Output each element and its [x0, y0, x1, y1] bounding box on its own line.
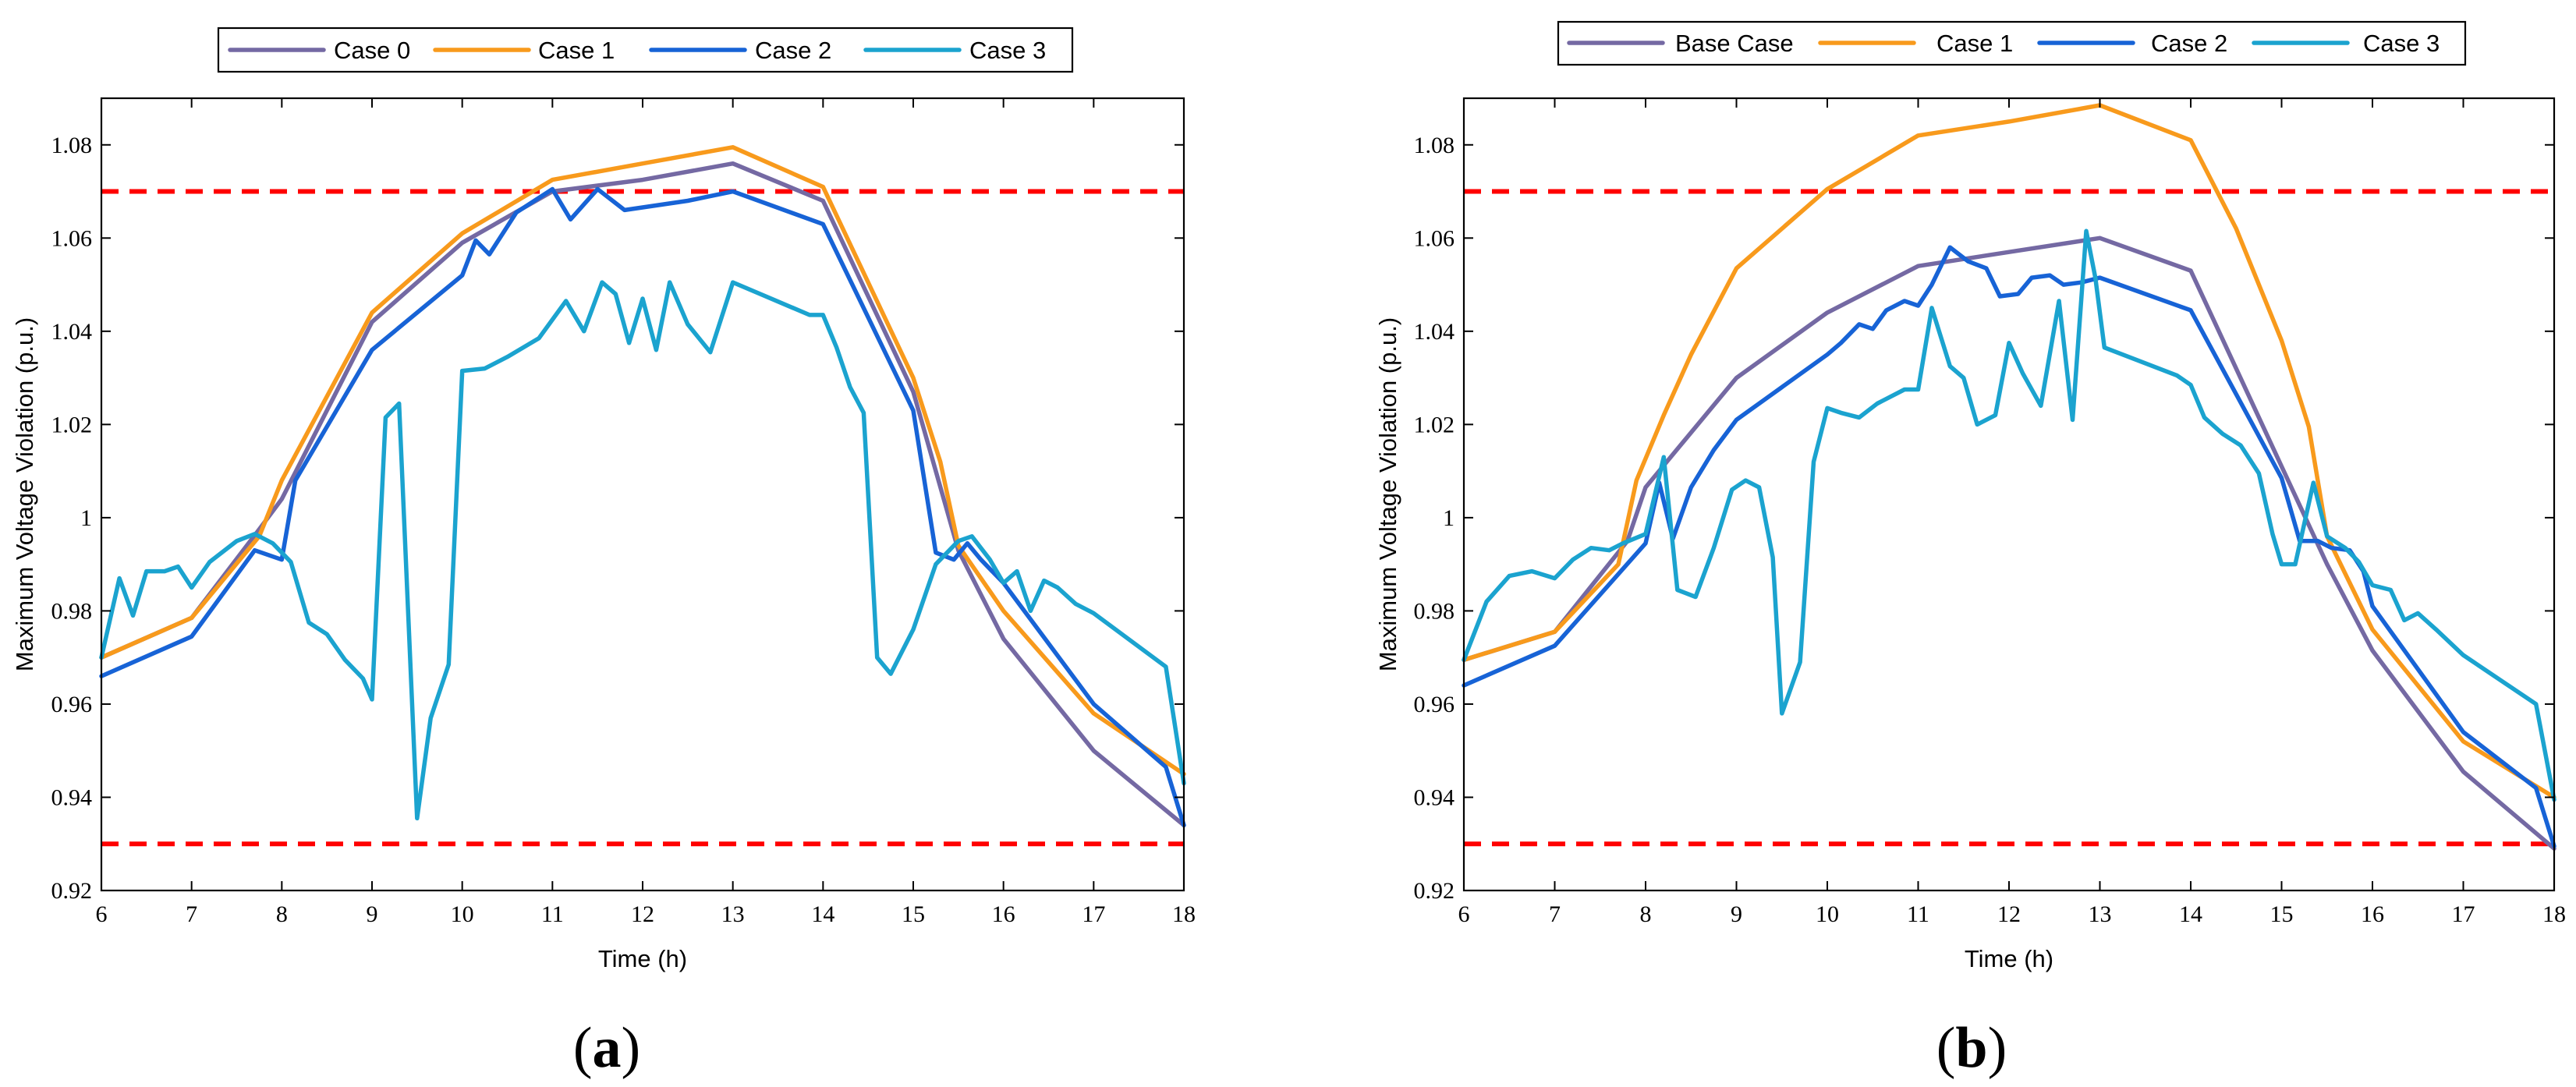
legend-label-case-1-b: Case 1 [1936, 30, 2013, 57]
y-tick-label: 1 [80, 505, 92, 531]
y-tick-label: 0.98 [1414, 598, 1455, 624]
chart-panel-a: 6 7 8 9 10 11 12 13 14 15 16 17 18 0.92 0.94 0.96 0.98 1 1… [11, 27, 1196, 1080]
x-tick-label: 13 [721, 901, 745, 927]
axes-box-a [100, 97, 1185, 892]
x-tick-label: 6 [96, 901, 108, 927]
x-tick-label: 15 [902, 901, 925, 927]
y-tick-label: 0.94 [51, 784, 93, 810]
ticks-a: 6 7 8 9 10 11 12 13 14 15 16 17 18 0.92 0.94 0.96 0.98 1 1… [51, 98, 1196, 927]
x-tick-label: 6 [1458, 901, 1470, 927]
x-tick-label: 10 [451, 901, 474, 927]
legend-label-case-3-b: Case 3 [2363, 30, 2440, 57]
y-tick-label: 1.08 [51, 133, 93, 158]
plot-area-a [99, 145, 1186, 847]
x-tick-label: 11 [541, 901, 564, 927]
x-tick-label: 11 [1907, 901, 1929, 927]
plot-area-b [1462, 103, 2557, 851]
series-line-case-1 [99, 145, 1186, 777]
ticks-b: 6 7 8 9 10 11 12 13 14 15 16 17 18 0.92 0.94 0.96 0.98 1 1… [1414, 98, 2566, 927]
series-line-case-2 [99, 186, 1186, 828]
x-tick-label: 15 [2270, 901, 2294, 927]
axes-box-b [1462, 97, 2556, 892]
series-line-case-2 [1462, 245, 2557, 848]
y-tick-label: 0.92 [1414, 878, 1455, 904]
legend-label-case-1: Case 1 [538, 37, 615, 64]
y-tick-label: 1.04 [1414, 319, 1455, 345]
y-tick-label: 0.96 [1414, 692, 1455, 717]
legend-label-case-0: Case 0 [334, 37, 410, 64]
y-tick-label: 1 [1443, 505, 1455, 531]
x-tick-label: 12 [1997, 901, 2021, 927]
x-tick-label: 8 [1640, 901, 1652, 927]
y-tick-label: 1.08 [1414, 133, 1455, 158]
x-tick-label: 8 [276, 901, 288, 927]
y-tick-label: 1.02 [51, 412, 93, 437]
x-tick-label: 16 [992, 901, 1015, 927]
x-tick-label: 10 [1816, 901, 1839, 927]
legend-label-case-3: Case 3 [969, 37, 1046, 64]
series-line-case-3 [99, 280, 1186, 821]
series-line-case-1 [1462, 103, 2557, 800]
legend-a: Case 0 Case 1 Case 2 Case 3 [217, 27, 1074, 73]
y-tick-label: 0.96 [51, 692, 93, 717]
x-tick-label: 13 [2089, 901, 2112, 927]
x-tick-label: 17 [1082, 901, 1105, 927]
x-tick-label: 16 [2361, 901, 2384, 927]
y-tick-label: 1.04 [51, 319, 93, 345]
legend-label-case-2-b: Case 2 [2151, 30, 2227, 57]
y-tick-label: 0.92 [51, 878, 93, 904]
panel-letter-a: a [593, 1016, 622, 1080]
y-tick-label: 1.06 [1414, 225, 1455, 251]
x-tick-label: 12 [631, 901, 654, 927]
x-tick-label: 9 [1731, 901, 1742, 927]
chart-panel-b: 6 7 8 9 10 11 12 13 14 15 16 17 18 0.92 0.94 0.96 0.98 1 1… [1374, 20, 2566, 1080]
panel-letter-b: b [1955, 1016, 1987, 1080]
y-tick-label: 1.02 [1414, 412, 1455, 437]
series-line-case-3 [1462, 228, 2557, 802]
x-axis-label-b: Time (h) [1965, 945, 2053, 972]
series-line-case-0 [99, 161, 1186, 828]
legend-label-base-case: Base Case [1675, 30, 1794, 57]
x-tick-label: 7 [1549, 901, 1561, 927]
x-axis-label-a: Time (h) [598, 945, 687, 972]
y-tick-label: 0.98 [51, 598, 93, 624]
x-tick-label: 9 [367, 901, 378, 927]
y-tick-label: 1.06 [51, 225, 93, 251]
legend-b: Base Case Case 1 Case 2 Case 3 [1557, 20, 2467, 66]
panel-label-a: (a) [573, 1016, 640, 1080]
x-tick-label: 14 [811, 901, 834, 927]
x-tick-label: 7 [186, 901, 197, 927]
x-tick-label: 18 [2542, 901, 2566, 927]
series-line-base-case [1462, 235, 2557, 851]
y-tick-label: 0.94 [1414, 784, 1455, 810]
y-axis-label-b: Maximum Voltage Violation (p.u.) [1374, 317, 1401, 671]
x-tick-label: 18 [1172, 901, 1196, 927]
x-tick-label: 14 [2179, 901, 2202, 927]
y-axis-label-a: Maximum Voltage Violation (p.u.) [11, 317, 38, 671]
legend-label-case-2: Case 2 [755, 37, 831, 64]
x-tick-label: 17 [2452, 901, 2475, 927]
panel-label-b: (b) [1936, 1016, 2007, 1080]
